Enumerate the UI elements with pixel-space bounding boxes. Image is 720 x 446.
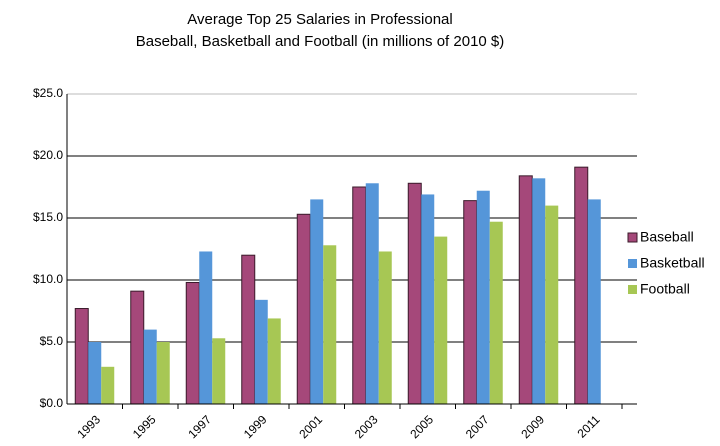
y-tick-label: $25.0 bbox=[33, 86, 63, 100]
legend-swatch bbox=[627, 232, 638, 243]
bar bbox=[296, 213, 311, 405]
bar bbox=[476, 190, 490, 404]
legend-label: Basketball bbox=[640, 255, 705, 271]
bar bbox=[378, 251, 392, 404]
bar bbox=[532, 178, 546, 404]
bar bbox=[323, 245, 337, 404]
bar bbox=[143, 329, 157, 404]
bar bbox=[421, 194, 435, 404]
bar bbox=[518, 175, 533, 405]
legend-label: Football bbox=[640, 281, 690, 297]
x-tick-label: 1999 bbox=[241, 412, 270, 441]
x-tick-label: 2011 bbox=[574, 412, 602, 440]
bar bbox=[463, 200, 478, 405]
legend-swatch bbox=[628, 285, 637, 294]
bar bbox=[587, 199, 601, 404]
bar bbox=[310, 199, 324, 404]
bar bbox=[241, 254, 256, 405]
bar bbox=[267, 318, 281, 404]
y-tick-label: $10.0 bbox=[33, 272, 63, 286]
bar bbox=[130, 290, 145, 405]
bar bbox=[156, 342, 170, 404]
x-tick-label: 1997 bbox=[185, 412, 214, 441]
x-tick-label: 2003 bbox=[352, 412, 381, 441]
chart-title: Average Top 25 Salaries in Professional bbox=[187, 11, 452, 28]
bar bbox=[434, 236, 448, 404]
bar bbox=[365, 183, 379, 404]
bar bbox=[199, 251, 213, 404]
y-tick-label: $20.0 bbox=[33, 148, 63, 162]
x-tick-label: 1995 bbox=[130, 412, 159, 441]
bar bbox=[74, 308, 89, 405]
y-tick-label: $15.0 bbox=[33, 210, 63, 224]
bar bbox=[574, 166, 589, 405]
y-tick-label: $5.0 bbox=[40, 334, 64, 348]
legend-swatch bbox=[628, 259, 637, 268]
x-tick-label: 2007 bbox=[463, 412, 492, 441]
x-tick-label: 2001 bbox=[296, 412, 325, 441]
bar bbox=[212, 338, 226, 404]
x-tick-label: 2009 bbox=[518, 412, 547, 441]
x-tick-label: 1993 bbox=[74, 412, 103, 441]
chart-title: Baseball, Basketball and Football (in mi… bbox=[136, 33, 505, 50]
bar bbox=[185, 281, 200, 405]
y-tick-label: $0.0 bbox=[40, 396, 64, 410]
bar bbox=[254, 299, 268, 404]
bar bbox=[352, 186, 367, 405]
legend-label: Baseball bbox=[640, 229, 694, 245]
bar bbox=[101, 366, 115, 404]
bar bbox=[489, 221, 503, 404]
bar bbox=[88, 342, 102, 404]
bar bbox=[407, 182, 422, 405]
x-tick-label: 2005 bbox=[407, 412, 436, 441]
bar bbox=[545, 205, 559, 404]
